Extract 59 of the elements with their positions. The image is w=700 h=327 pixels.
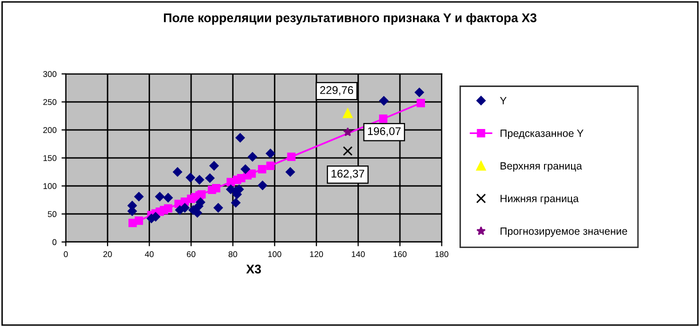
- point: [164, 204, 172, 213]
- chart-title: Поле корреляции результативного признака Y и фактора X3: [164, 13, 536, 25]
- point: [180, 203, 190, 212]
- point: [266, 148, 276, 158]
- y-tick-label: 50: [48, 211, 56, 218]
- data-label: 196,07: [368, 127, 401, 136]
- data-label: 229,76: [320, 86, 354, 96]
- point: [248, 152, 258, 162]
- point: [164, 193, 173, 202]
- x-tick-label: 40: [144, 251, 154, 258]
- point: [247, 169, 256, 178]
- point: [236, 133, 245, 142]
- point: [379, 96, 388, 106]
- point: [209, 161, 219, 170]
- point: [416, 98, 425, 108]
- y-tick-label: 300: [43, 71, 56, 78]
- x-tick-label: 0: [64, 251, 68, 258]
- x-tick-label: 20: [103, 251, 112, 258]
- point: [287, 152, 296, 161]
- point: [240, 164, 250, 174]
- point: [155, 192, 164, 202]
- y-tick-label: 100: [44, 183, 56, 190]
- point: [134, 216, 144, 225]
- point: [212, 184, 220, 192]
- point: [214, 203, 223, 212]
- point: [342, 108, 353, 118]
- x-tick-label: 80: [228, 251, 238, 258]
- point: [258, 180, 268, 190]
- x-tick-label: 120: [310, 251, 324, 258]
- data-label: 162,37: [332, 170, 364, 179]
- point: [194, 175, 204, 184]
- legend-label: Предсказанное Y: [500, 130, 584, 139]
- x-axis-title: X3: [246, 264, 261, 274]
- x-tick-label: 140: [352, 251, 365, 258]
- x-tick-label: 100: [268, 251, 282, 258]
- x-tick-label: 160: [394, 251, 407, 258]
- point: [237, 174, 246, 182]
- legend-label: Y: [500, 97, 507, 104]
- x-tick-label: 60: [186, 251, 196, 258]
- point: [342, 146, 353, 156]
- point: [134, 192, 144, 202]
- point: [172, 167, 182, 177]
- point: [286, 167, 295, 177]
- point: [205, 173, 215, 183]
- y-tick-label: 200: [43, 127, 56, 134]
- x-tick-label: 180: [435, 251, 448, 258]
- point: [379, 114, 388, 123]
- y-tick-label: 150: [44, 155, 56, 162]
- point: [258, 164, 266, 174]
- point: [231, 198, 240, 208]
- y-tick-label: 0: [52, 239, 56, 246]
- legend-label: Нижняя граница: [500, 194, 579, 204]
- point: [266, 162, 275, 170]
- point: [343, 127, 352, 136]
- point: [414, 88, 424, 98]
- legend-label: Верхняя граница: [500, 162, 582, 172]
- legend-label: Прогнозируемое значение: [500, 228, 628, 237]
- y-tick-label: 250: [43, 99, 56, 106]
- point: [186, 172, 196, 182]
